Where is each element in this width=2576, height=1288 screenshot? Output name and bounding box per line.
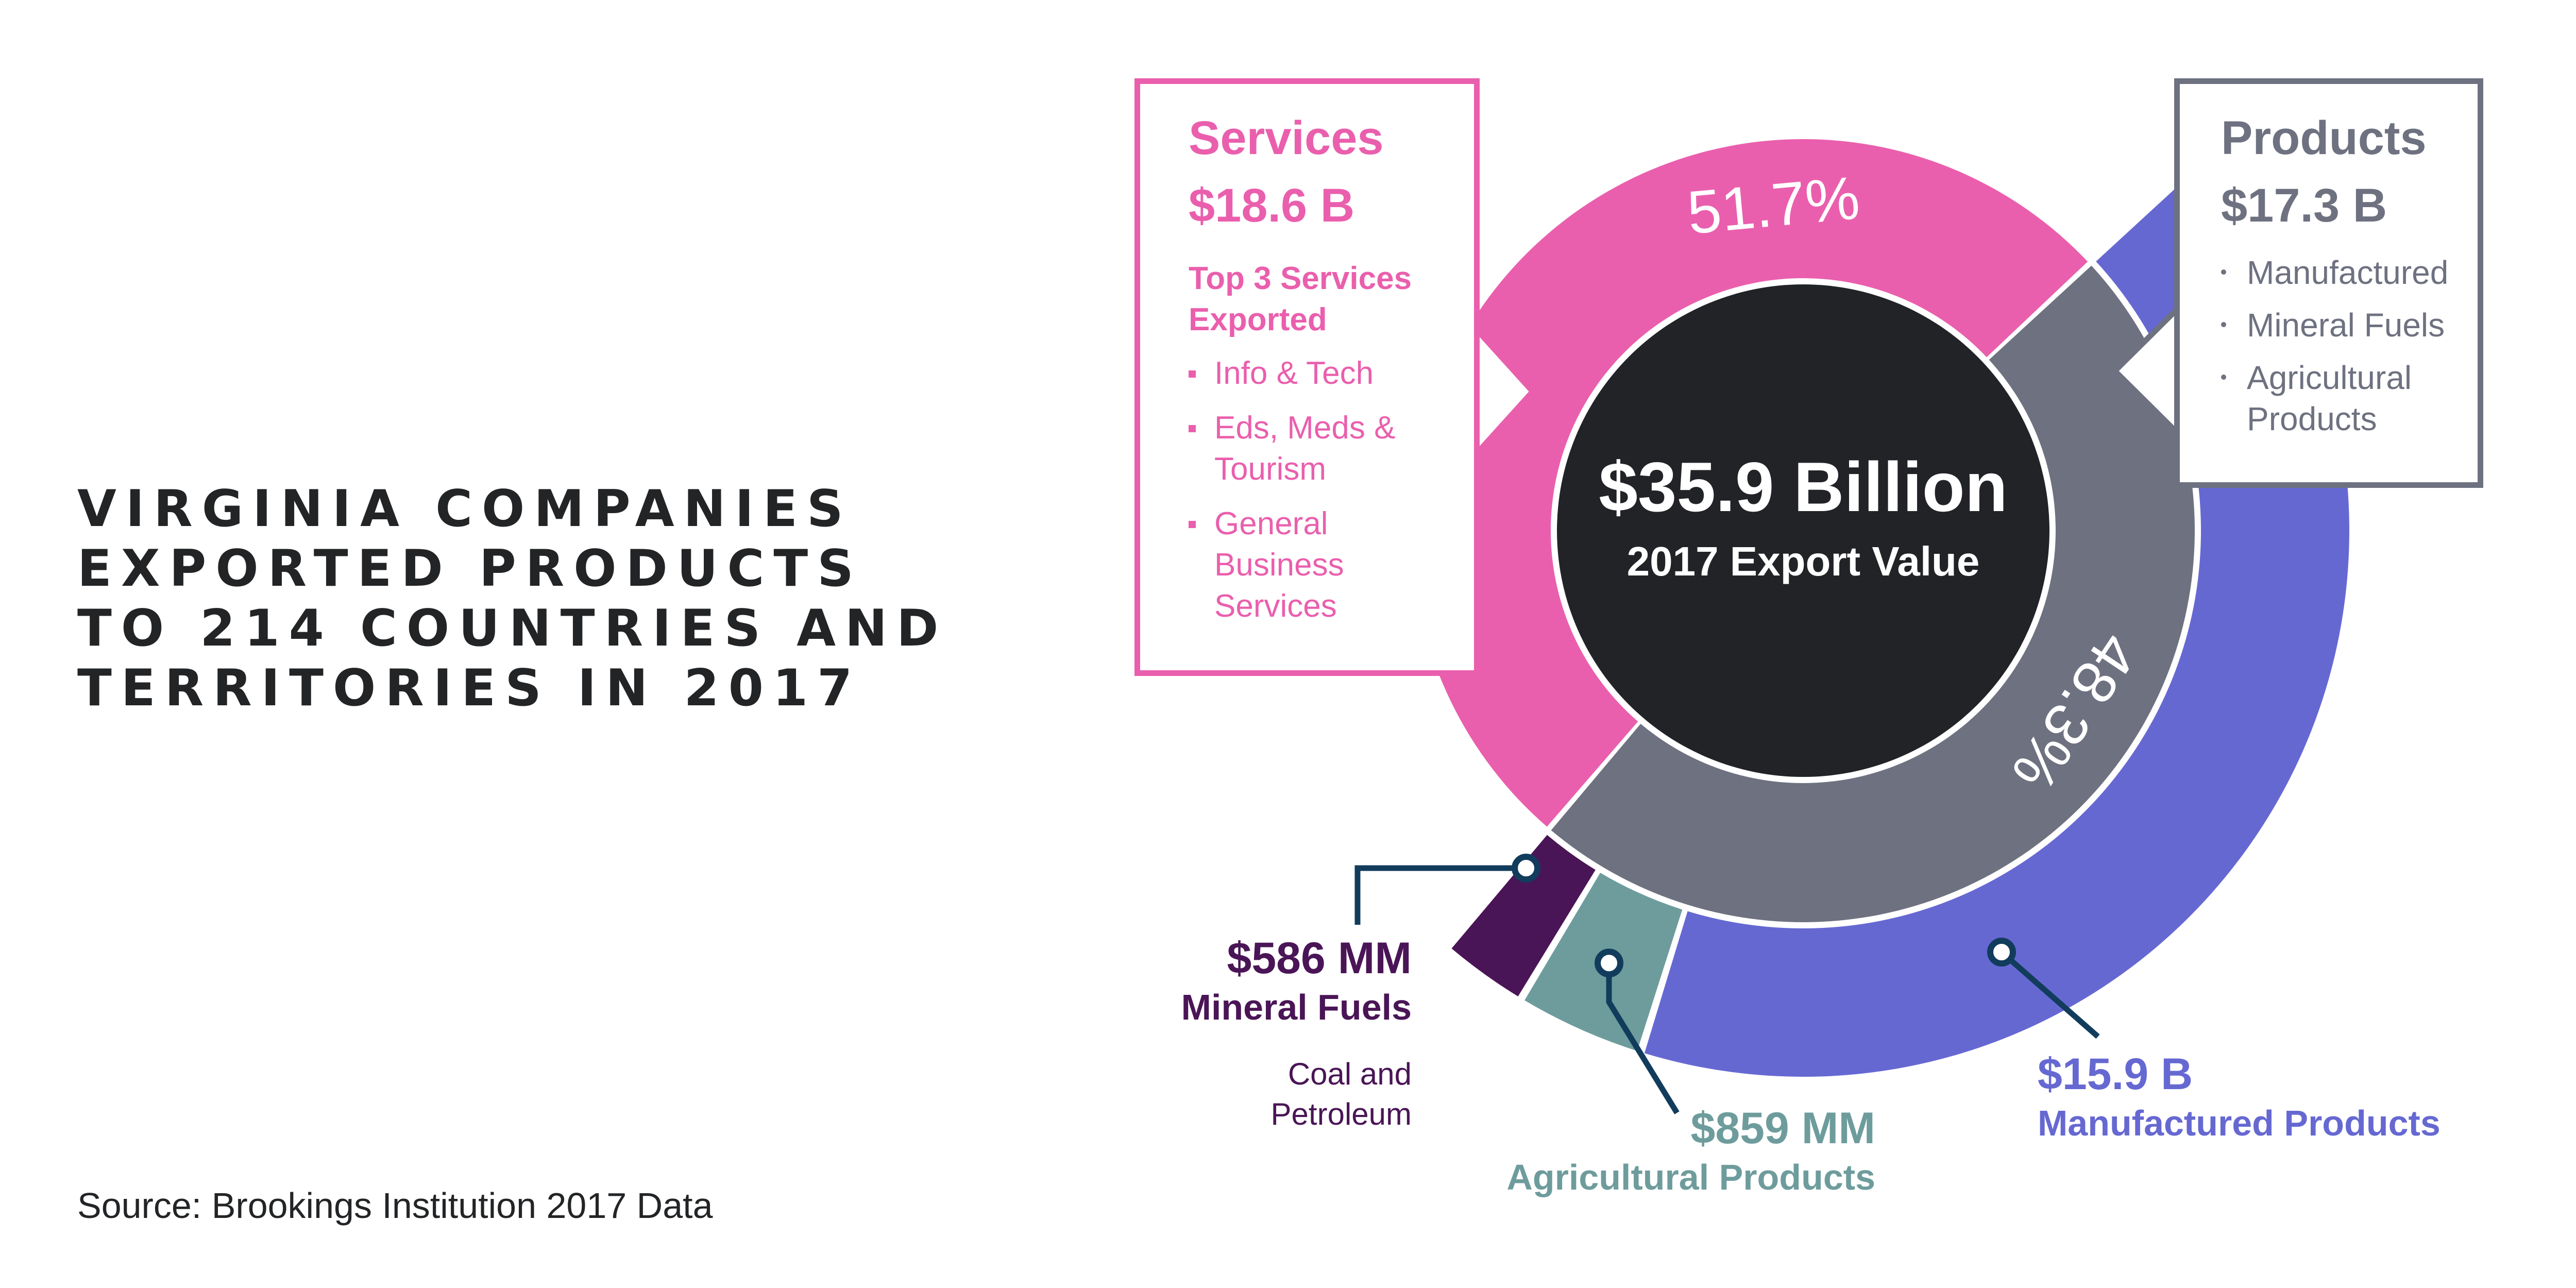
products-callout: Products $17.3 B Manufactured Mineral Fu… (2174, 78, 2483, 488)
mineral-fuels-desc: Petroleum (1270, 1097, 1412, 1131)
services-list-item: Info & Tech (1189, 353, 1443, 394)
services-title: Services (1189, 112, 1384, 164)
services-list-item: Eds, Meds & Tourism (1189, 408, 1443, 490)
services-list: Info & Tech Eds, Meds & Tourism General … (1189, 353, 1443, 627)
manufactured-marker (1987, 938, 2016, 967)
agricultural-marker (1595, 948, 1624, 978)
services-subtitle: Top 3 Services Exported (1189, 261, 1412, 337)
mineral-fuels-name: Mineral Fuels (1181, 987, 1412, 1027)
center-circle (1557, 284, 2049, 777)
mineral-fuels-leader-line (1354, 865, 1527, 925)
mineral-fuels-marker (1512, 854, 1541, 883)
total-export-value: $35.9 Billion 2017 Export Value (1551, 443, 2056, 592)
headline-line: VIRGINIA COMPANIES (77, 480, 853, 538)
mineral-fuels-value: $586 MM (1227, 934, 1412, 983)
services-segment (1412, 139, 2088, 827)
headline: VIRGINIA COMPANIES EXPORTED PRODUCTS TO … (77, 479, 1056, 718)
total-label: 2017 Export Value (1626, 538, 1980, 584)
products-list-item: Mineral Fuels (2221, 304, 2457, 346)
manufactured-value: $15.9 B (2038, 1049, 2193, 1099)
mineral-fuels-desc: Coal and (1287, 1057, 1412, 1091)
products-title: Products (2221, 112, 2427, 164)
products-list: Manufactured Mineral Fuels Agricultural … (2221, 252, 2457, 439)
products-list-item: Agricultural Products (2221, 357, 2457, 439)
headline-line: EXPORTED PRODUCTS (77, 539, 863, 598)
headline-line: TERRITORIES IN 2017 (77, 659, 862, 718)
products-segment (1551, 265, 2195, 923)
manufactured-leader-line (1999, 950, 2100, 1039)
manufactured-segment (1644, 161, 2349, 1077)
manufactured-label: $15.9 B Manufactured Products (2038, 1048, 2441, 1146)
agricultural-label: $859 MM Agricultural Products (1340, 1103, 1875, 1200)
services-list-item: General Business Services (1189, 503, 1443, 627)
products-list-item: Manufactured (2221, 252, 2457, 293)
headline-line: TO 214 COUNTRIES AND (77, 599, 948, 658)
mineral-segment (1451, 835, 1596, 996)
agricultural-value: $859 MM (1690, 1104, 1876, 1153)
services-percent-label: 51.7% (1685, 164, 1862, 247)
manufactured-name: Manufactured Products (2038, 1103, 2441, 1143)
services-callout: Services $18.6 B Top 3 Services Exported… (1134, 78, 1480, 676)
mineral-fuels-label: $586 MM Mineral Fuels Coal and Petroleum (1133, 933, 1412, 1134)
source-note: Source: Brookings Institution 2017 Data (77, 1185, 713, 1226)
services-value: $18.6 B (1189, 179, 1355, 232)
agricultural-name: Agricultural Products (1506, 1157, 1875, 1197)
products-value: $17.3 B (2221, 179, 2387, 232)
total-value: $35.9 Billion (1599, 448, 2008, 526)
